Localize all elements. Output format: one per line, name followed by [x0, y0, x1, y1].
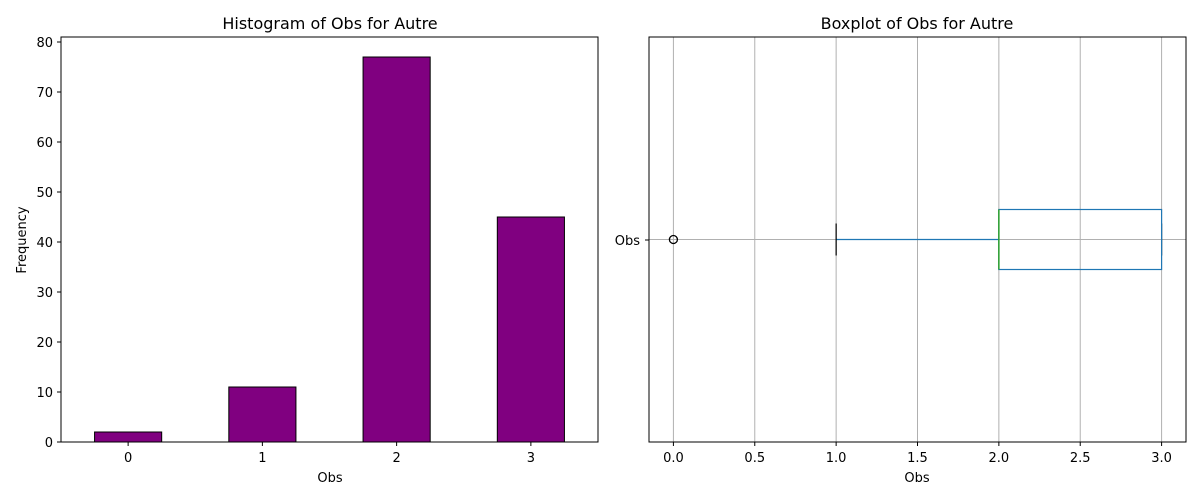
- boxplot-category-label: Obs: [615, 234, 640, 249]
- boxplot-x-tick-label: 2.0: [989, 451, 1010, 466]
- boxplot-title: Boxplot of Obs for Autre: [821, 14, 1014, 33]
- histogram-bar: [228, 386, 297, 443]
- histogram-x-tick-label: 1: [258, 451, 266, 466]
- histogram-y-tick-label: 40: [36, 236, 53, 251]
- histogram-x-tick-label: 3: [527, 451, 535, 466]
- histogram-bar: [94, 431, 163, 443]
- histogram-panel: Histogram of Obs for Autre 0 1 2 3 0 10 20 30 4…: [15, 14, 599, 486]
- boxplot-x-tick-label: 3.0: [1151, 451, 1172, 466]
- histogram-bar: [496, 216, 565, 443]
- boxplot-shapes: [668, 208, 1163, 271]
- histogram-y-tick-label: 20: [36, 336, 53, 351]
- histogram-x-tick-label: 0: [124, 451, 132, 466]
- boxplot-x-tick-label: 1.5: [907, 451, 928, 466]
- histogram-y-tick-label: 50: [36, 186, 53, 201]
- histogram-y-tick-label: 60: [36, 136, 53, 151]
- histogram-y-tick-label: 70: [36, 86, 53, 101]
- boxplot-x-tick-label: 1.0: [826, 451, 847, 466]
- boxplot-outlier: [668, 234, 679, 245]
- histogram-x-ticks: 0 1 2 3: [124, 442, 535, 466]
- boxplot-panel: Boxplot of Obs for Autre 0.0 0.5 1.0 1.5 2.0…: [615, 14, 1187, 486]
- histogram-x-tick-label: 2: [392, 451, 400, 466]
- boxplot-x-tick-label: 2.5: [1070, 451, 1091, 466]
- histogram-y-tick-label: 80: [36, 36, 53, 51]
- histogram-y-tick-label: 30: [36, 286, 53, 301]
- histogram-axes-frame: [60, 36, 599, 443]
- histogram-y-tick-label: 10: [36, 386, 53, 401]
- boxplot-x-ticks: 0.0 0.5 1.0 1.5 2.0 2.5 3.0: [663, 442, 1172, 466]
- histogram-y-tick-label: 0: [45, 436, 53, 451]
- boxplot-x-tick-label: 0.0: [663, 451, 684, 466]
- histogram-title: Histogram of Obs for Autre: [222, 14, 437, 33]
- histogram-bar: [362, 56, 431, 443]
- histogram-bars: [94, 56, 565, 443]
- histogram-x-label: Obs: [317, 471, 342, 486]
- histogram-y-ticks: 0 10 20 30 40 50 60 70 80: [36, 36, 61, 451]
- boxplot-x-tick-label: 0.5: [744, 451, 765, 466]
- boxplot-x-label: Obs: [904, 471, 929, 486]
- boxplot-axes-frame: [648, 36, 1187, 443]
- histogram-y-label: Frequency: [15, 206, 30, 273]
